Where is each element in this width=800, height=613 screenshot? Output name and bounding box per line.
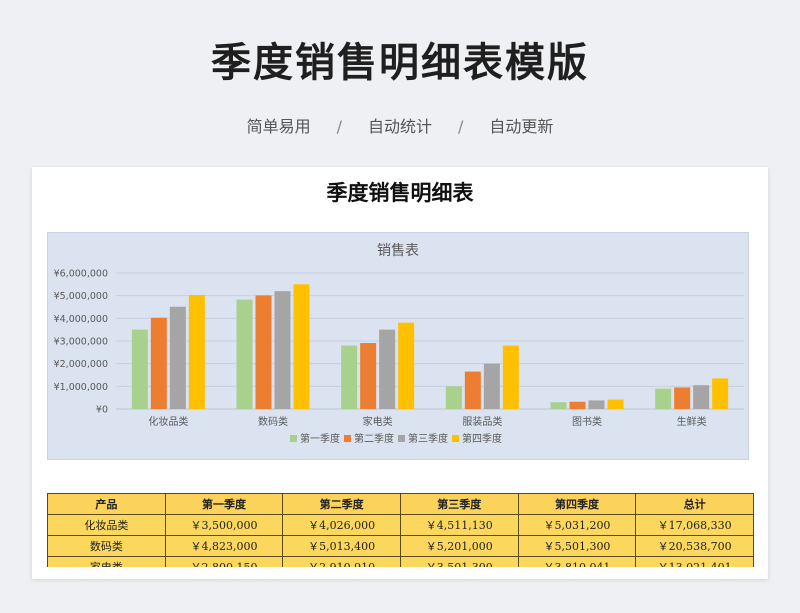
bar [712,378,729,409]
table-cell[interactable]: ￥17,068,330 [635,514,754,536]
feature-tag: 自动统计 [367,117,432,136]
header-cell[interactable]: 第四季度 [517,493,637,515]
y-tick-label: ¥4,000,000 [54,314,108,325]
spreadsheet-card: 季度销售明细表 销售表 ¥0 ¥1,000,000 ¥2,000,000 ¥3,000,… [32,167,768,579]
x-tick-label: 数码类 [258,415,288,428]
bar [131,329,148,409]
x-tick-label: 化妆品类 [148,415,188,428]
y-tick-label: ¥6,000,000 [54,269,108,280]
legend-label: 第四季度 [462,432,502,445]
table-cell[interactable]: ￥2,910,910 [282,556,401,567]
bar [607,399,624,409]
bar [398,322,415,409]
tag-separator: / [336,117,342,136]
legend-swatch [452,435,459,442]
table-row: 数码类 ￥4,823,000 ￥5,013,400 ￥5,201,000 ￥5,… [47,535,754,557]
bar [379,329,396,409]
feature-tags: 简单易用 / 自动统计 / 自动更新 [0,113,800,137]
header-cell[interactable]: 第一季度 [164,493,284,515]
header-cell[interactable]: 产品 [47,493,166,515]
bar [502,345,519,409]
legend-swatch [290,435,297,442]
legend-swatch [344,435,351,442]
table-cell[interactable]: ￥4,026,000 [282,514,401,536]
legend-label: 第三季度 [408,432,448,445]
header-cell[interactable]: 总计 [635,493,754,515]
table-cell[interactable]: ￥3,500,000 [164,514,284,536]
table-header-row: 产品 第一季度 第二季度 第三季度 第四季度 总计 [47,493,754,515]
bar [150,317,167,409]
bar [550,402,567,409]
table-cell[interactable]: ￥4,823,000 [164,535,284,557]
table-cell[interactable]: ￥5,013,400 [282,535,401,557]
table-cell[interactable]: ￥4,511,130 [399,514,519,536]
feature-tag: 自动更新 [489,117,554,136]
bar [360,343,377,409]
bar [674,387,691,409]
bar [293,284,310,409]
table-cell[interactable]: ￥2,800,150 [164,556,284,567]
legend-swatch [398,435,405,442]
y-tick-label: ¥1,000,000 [54,382,108,393]
x-tick-label: 生鲜类 [677,415,707,428]
bar [464,371,481,409]
table-cell[interactable]: ￥3,501,300 [399,556,519,567]
y-tick-label: ¥3,000,000 [54,337,108,348]
page-title: 季度销售明细表模版 [211,40,589,86]
table-cell[interactable]: ￥13,021,401 [635,556,754,567]
bar [169,306,186,409]
chart-title: 销售表 [377,243,419,259]
bar [588,400,605,409]
table-cell[interactable]: ￥5,201,000 [399,535,519,557]
bar [483,363,500,409]
y-tick-label: ¥2,000,000 [54,359,108,370]
table-row: 化妆品类 ￥3,500,000 ￥4,026,000 ￥4,511,130 ￥5… [47,514,754,536]
bar [236,299,253,409]
table-cell[interactable]: ￥3,810,041 [517,556,637,567]
sales-table-wrap: 产品 第一季度 第二季度 第三季度 第四季度 总计 化妆品类 ￥3,500,00… [47,493,754,567]
bar [445,386,462,409]
x-tick-label: 图书类 [572,415,602,428]
bar [341,345,358,409]
bar [274,291,291,409]
bar [569,401,586,409]
sheet-title: 季度销售明细表 [326,181,474,205]
bar [188,294,205,409]
table-row: 家电类 ￥2,800,150 ￥2,910,910 ￥3,501,300 ￥3,… [47,556,754,567]
legend-label: 第一季度 [300,432,340,445]
header-cell[interactable]: 第二季度 [282,493,401,515]
x-tick-label: 家电类 [363,415,393,428]
sales-chart[interactable]: 销售表 ¥0 ¥1,000,000 ¥2,000,000 ¥3,000,000 ¥4,00… [47,232,749,460]
chart-svg: 销售表 ¥0 ¥1,000,000 ¥2,000,000 ¥3,000,000 ¥4,00… [54,243,744,445]
header-cell[interactable]: 第三季度 [399,493,519,515]
table-cell[interactable]: ￥5,031,200 [517,514,637,536]
table-cell[interactable]: 数码类 [47,535,166,557]
bar [693,385,710,409]
bar [655,388,672,409]
y-tick-label: ¥5,000,000 [54,291,108,302]
table-cell[interactable]: 化妆品类 [47,514,166,536]
table-cell[interactable]: ￥5,501,300 [517,535,637,557]
x-tick-label: 服装品类 [462,415,502,428]
sales-table: 产品 第一季度 第二季度 第三季度 第四季度 总计 化妆品类 ￥3,500,00… [47,493,754,567]
feature-tag: 简单易用 [246,117,311,136]
bar [255,295,272,409]
legend-label: 第二季度 [354,432,394,445]
table-cell[interactable]: 家电类 [47,556,166,567]
y-tick-label: ¥0 [96,405,108,416]
table-cell[interactable]: ￥20,538,700 [635,535,754,557]
tag-separator: / [458,117,464,136]
